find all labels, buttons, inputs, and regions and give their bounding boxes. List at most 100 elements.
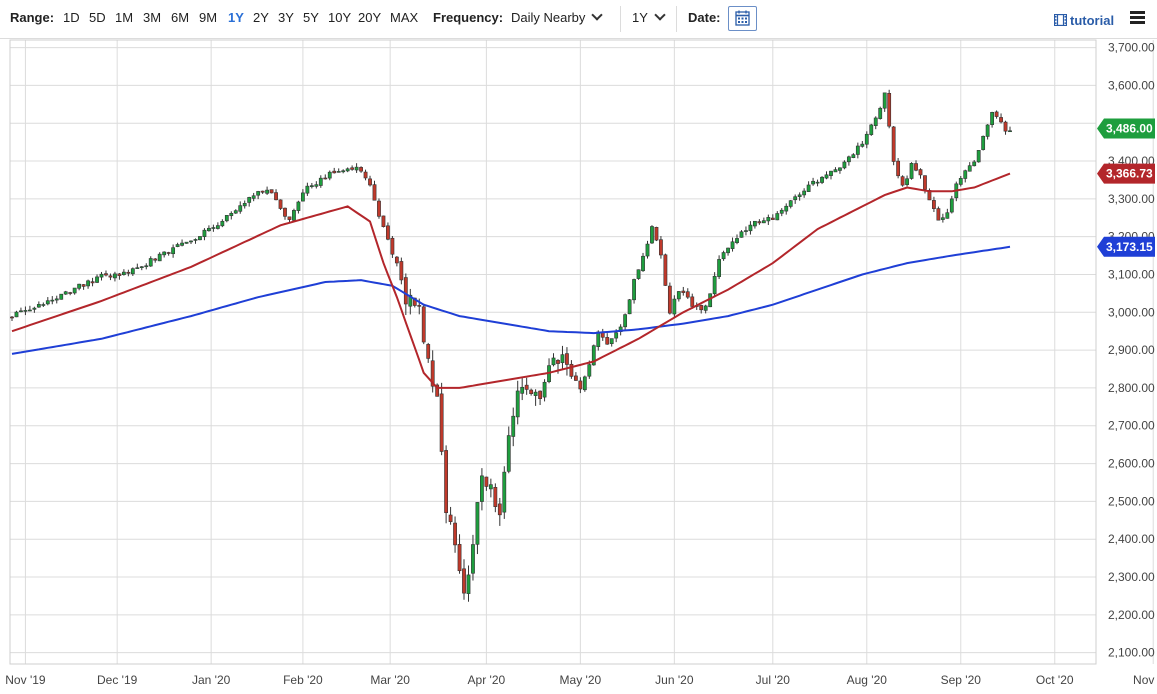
date-picker-button[interactable] [728, 6, 757, 31]
candle-body [851, 154, 856, 158]
candle-body [229, 213, 234, 217]
x-tick-label: Mar '20 [370, 673, 410, 687]
candle-body [184, 241, 189, 244]
candle-body [77, 283, 82, 289]
ma200-badge-shape [1097, 236, 1155, 257]
candle-body [157, 253, 162, 262]
x-tick-label: Aug '20 [847, 673, 888, 687]
candle-body [882, 92, 887, 109]
candle-body [287, 216, 292, 220]
candle-body [502, 471, 507, 513]
candle-body [135, 267, 140, 269]
y-tick-label: 2,400.00 [1108, 532, 1155, 546]
candle-body [457, 544, 462, 572]
candle-body [466, 574, 471, 594]
candle-body [551, 357, 556, 366]
candle-body [578, 380, 583, 390]
candle-body [748, 224, 753, 232]
candle-body [296, 201, 301, 211]
candle-body [435, 384, 440, 397]
candle-body [336, 171, 341, 173]
candle-body [139, 266, 144, 268]
candle-body [444, 450, 449, 514]
candle-body [300, 192, 305, 202]
candle-body [676, 291, 681, 300]
range-3y-button[interactable]: 3Y [278, 10, 294, 25]
candle-body [242, 203, 247, 207]
range-3m-button[interactable]: 3M [143, 10, 162, 25]
candle-body [846, 156, 851, 163]
range-1d-button[interactable]: 1D [63, 10, 80, 25]
candle-body [829, 170, 833, 176]
candle-body [663, 254, 668, 286]
candle-body [386, 225, 390, 240]
candle-body [914, 163, 918, 171]
candle-body [560, 354, 565, 364]
candle-body [802, 190, 807, 196]
candle-body [681, 290, 686, 293]
period-dropdown[interactable]: 1Y [632, 9, 666, 25]
candle-body [318, 177, 323, 186]
candle-body [614, 332, 619, 339]
y-tick-label: 3,600.00 [1108, 78, 1155, 92]
candle-body [712, 275, 717, 295]
x-tick-label: Jun '20 [655, 673, 694, 687]
candle-body [923, 175, 927, 190]
range-10y-button[interactable]: 10Y [328, 10, 352, 25]
candle-body [990, 112, 994, 125]
candle-body [976, 150, 981, 163]
frequency-dropdown[interactable]: Daily Nearby [511, 9, 604, 25]
candle-body [833, 169, 838, 173]
y-tick-label: 2,700.00 [1108, 419, 1155, 433]
range-5d-button[interactable]: 5D [89, 10, 106, 25]
tutorial-link[interactable]: tutorial [1053, 13, 1114, 28]
candle-body [497, 503, 502, 516]
candle-body [520, 386, 525, 394]
chevron-down-icon [654, 9, 666, 21]
range-6m-button[interactable]: 6M [171, 10, 190, 25]
candle-body [533, 391, 538, 396]
candle-body [838, 167, 842, 171]
candle-body [265, 189, 269, 194]
range-1m-button[interactable]: 1M [115, 10, 134, 25]
toolbar-divider [676, 6, 677, 32]
menu-icon[interactable] [1130, 11, 1145, 25]
candle-body [932, 200, 936, 209]
candle-body [645, 243, 650, 257]
candle-body [506, 435, 511, 472]
candle-body [538, 390, 542, 399]
candle-body [233, 210, 238, 214]
candle-body [744, 230, 748, 232]
x-tick-label: Nov '19 [5, 673, 46, 687]
candle-body [636, 269, 641, 279]
range-9m-button[interactable]: 9M [199, 10, 218, 25]
candle-body [627, 299, 632, 315]
x-tick-label: Jul '20 [756, 673, 791, 687]
y-tick-label: 2,200.00 [1108, 608, 1155, 622]
candle-body [90, 281, 95, 284]
candle-body [41, 304, 46, 306]
candle-body [949, 198, 954, 213]
candle-body [999, 117, 1003, 123]
candle-body [493, 487, 498, 507]
range-2y-button[interactable]: 2Y [253, 10, 269, 25]
range-20y-button[interactable]: 20Y [358, 10, 382, 25]
candle-body [171, 247, 176, 255]
range-1y-button[interactable]: 1Y [228, 10, 244, 25]
candle-body [121, 271, 126, 275]
candle-body [542, 381, 547, 398]
candle-body [596, 331, 601, 347]
candle-body [511, 415, 516, 437]
candle-body [735, 238, 739, 244]
candle-body [381, 215, 386, 227]
candle-body [403, 277, 408, 305]
y-tick-label: 2,800.00 [1108, 381, 1155, 395]
candle-body [341, 170, 346, 173]
candle-body [784, 205, 789, 212]
toolbar: Range: 1D 5D 1M 3M 6M 9M 1Y 2Y 3Y 5Y 10Y… [0, 0, 1157, 39]
range-max-button[interactable]: MAX [390, 10, 419, 25]
candle-body [283, 207, 287, 217]
candle-body [1003, 121, 1008, 132]
price-chart[interactable]: 2,100.00 2,200.00 2,300.00 2,400.00 2,500.00… [0, 38, 1157, 694]
range-5y-button[interactable]: 5Y [303, 10, 319, 25]
